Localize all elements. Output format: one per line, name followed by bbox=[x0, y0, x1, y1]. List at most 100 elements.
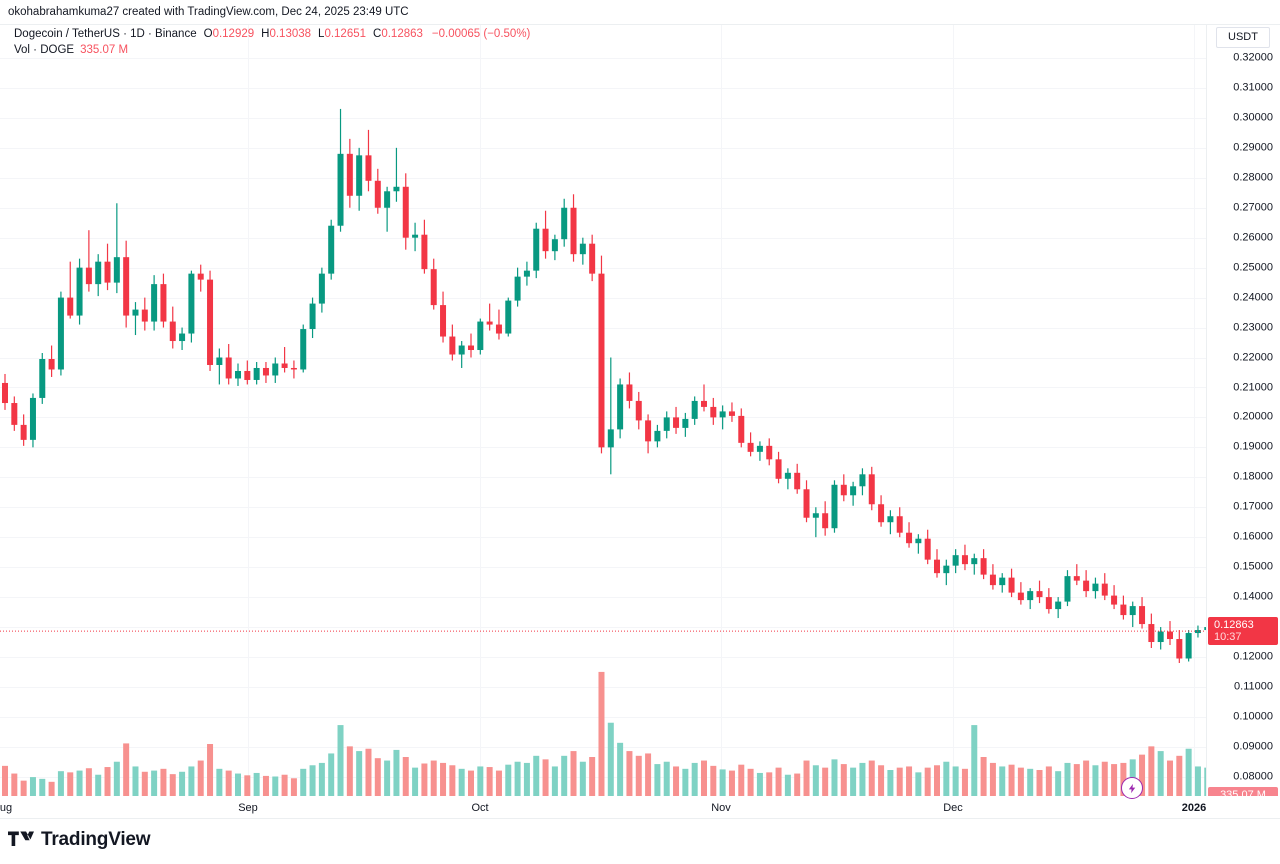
candle-body bbox=[775, 459, 782, 479]
candle-body bbox=[262, 367, 269, 376]
volume-bar bbox=[1027, 768, 1034, 796]
time-scale[interactable]: ug Sep Oct Nov Dec 2026 bbox=[0, 796, 1280, 819]
volume-bar bbox=[300, 768, 307, 796]
chart-plot-area[interactable] bbox=[0, 25, 1206, 796]
volume-bar bbox=[272, 776, 279, 796]
tradingview-logo-icon bbox=[8, 831, 34, 846]
candle-body bbox=[1129, 606, 1136, 616]
candle-body bbox=[1176, 639, 1183, 659]
volume-bar bbox=[356, 751, 363, 796]
candle-body bbox=[225, 357, 232, 379]
legend-ohlc-group: O0.12929 H0.13038 L0.12651 C0.12863 bbox=[197, 27, 423, 41]
price-axis-tick: 0.19000 bbox=[1233, 440, 1273, 453]
candle-body bbox=[1008, 577, 1015, 593]
candle-body bbox=[1045, 597, 1052, 610]
price-axis-tick: 0.25000 bbox=[1233, 261, 1273, 274]
candle-body bbox=[1017, 592, 1024, 601]
candle-body bbox=[272, 363, 279, 376]
volume-bar bbox=[365, 748, 372, 796]
volume-bar bbox=[784, 774, 791, 796]
volume-bar bbox=[290, 778, 297, 796]
volume-bar bbox=[449, 765, 456, 796]
candle-body bbox=[915, 538, 922, 544]
volume-bar bbox=[151, 770, 158, 796]
candle-body bbox=[840, 484, 847, 496]
candle-body bbox=[1064, 576, 1071, 602]
candle-body bbox=[738, 415, 745, 443]
candle-body bbox=[971, 558, 978, 565]
volume-bar bbox=[589, 757, 596, 796]
volume-bar bbox=[393, 749, 400, 796]
candlestick-svg bbox=[0, 25, 1206, 796]
volume-bar bbox=[1204, 767, 1206, 796]
candle-body bbox=[934, 559, 940, 574]
volume-bar bbox=[934, 765, 940, 796]
attribution-line: okohabrahamkuma27 created with TradingVi… bbox=[8, 6, 409, 18]
volume-bar bbox=[486, 767, 493, 796]
candle-body bbox=[579, 243, 586, 255]
legend-symbol[interactable]: Dogecoin / TetherUS · 1D · Binance bbox=[14, 28, 197, 40]
candle-body bbox=[356, 155, 363, 196]
volume-bar bbox=[318, 762, 325, 796]
candle-body bbox=[20, 424, 27, 440]
legend-volume-label[interactable]: Vol · DOGE bbox=[14, 44, 75, 56]
candle-body bbox=[952, 555, 959, 566]
candle-body bbox=[151, 284, 158, 322]
legend-change: −0.00065 (−0.50%) bbox=[431, 28, 531, 40]
lightning-bolt-icon[interactable] bbox=[1121, 777, 1143, 799]
candle-body bbox=[104, 261, 111, 283]
chart-legend: Dogecoin / TetherUS · 1D · Binance O0.12… bbox=[14, 27, 530, 57]
price-scale[interactable]: USDT 0.32000 0.31000 0.30000 0.29000 0.28000… bbox=[1206, 25, 1280, 803]
volume-bar bbox=[980, 757, 987, 796]
volume-bar bbox=[542, 759, 549, 796]
candle-body bbox=[197, 273, 204, 280]
volume-bar bbox=[458, 768, 465, 796]
candle-body bbox=[961, 555, 968, 565]
candle-body bbox=[1101, 583, 1108, 596]
candle-body bbox=[1120, 604, 1127, 616]
price-axis-tick: 0.08000 bbox=[1233, 770, 1273, 783]
volume-bar bbox=[337, 725, 344, 796]
volume-bar bbox=[1055, 771, 1062, 796]
candle-body bbox=[747, 442, 754, 452]
candle-body bbox=[570, 207, 577, 255]
candle-body bbox=[48, 359, 55, 370]
volume-bar bbox=[309, 765, 316, 796]
candle-body bbox=[924, 538, 931, 560]
candle-body bbox=[682, 418, 689, 428]
candle-body bbox=[850, 486, 857, 496]
candle-body bbox=[449, 336, 456, 355]
volume-bar bbox=[421, 763, 428, 796]
candle-body bbox=[235, 370, 241, 379]
volume-bars bbox=[2, 671, 1206, 796]
volume-bar bbox=[663, 761, 670, 796]
candle-body bbox=[207, 279, 214, 365]
price-axis-tick: 0.30000 bbox=[1233, 111, 1273, 124]
candle-body bbox=[803, 489, 810, 518]
candle-body bbox=[719, 411, 726, 418]
volume-bar bbox=[384, 760, 391, 796]
volume-bar bbox=[645, 753, 652, 796]
volume-bar bbox=[570, 751, 577, 796]
current-price-countdown: 10:37 bbox=[1214, 631, 1242, 644]
currency-chip[interactable]: USDT bbox=[1216, 27, 1270, 48]
volume-bar bbox=[924, 767, 931, 796]
candle-body bbox=[160, 284, 167, 322]
candle-body bbox=[1027, 591, 1034, 601]
candle-body bbox=[598, 273, 605, 448]
candle-body bbox=[896, 516, 903, 533]
candle-body bbox=[701, 400, 707, 407]
candle-body bbox=[794, 472, 801, 490]
candle-body bbox=[1157, 631, 1164, 643]
volume-bar bbox=[216, 768, 223, 796]
volume-bar bbox=[402, 757, 409, 796]
volume-bar bbox=[1176, 755, 1183, 796]
volume-bar bbox=[710, 765, 717, 796]
volume-bar bbox=[197, 760, 204, 796]
volume-bar bbox=[1194, 766, 1201, 796]
footer-branding[interactable]: TradingView bbox=[8, 830, 151, 849]
current-price-badge: 0.12863 10:37 bbox=[1208, 617, 1278, 646]
volume-bar bbox=[859, 762, 866, 796]
candle-body bbox=[113, 257, 120, 283]
volume-bar bbox=[850, 767, 857, 796]
